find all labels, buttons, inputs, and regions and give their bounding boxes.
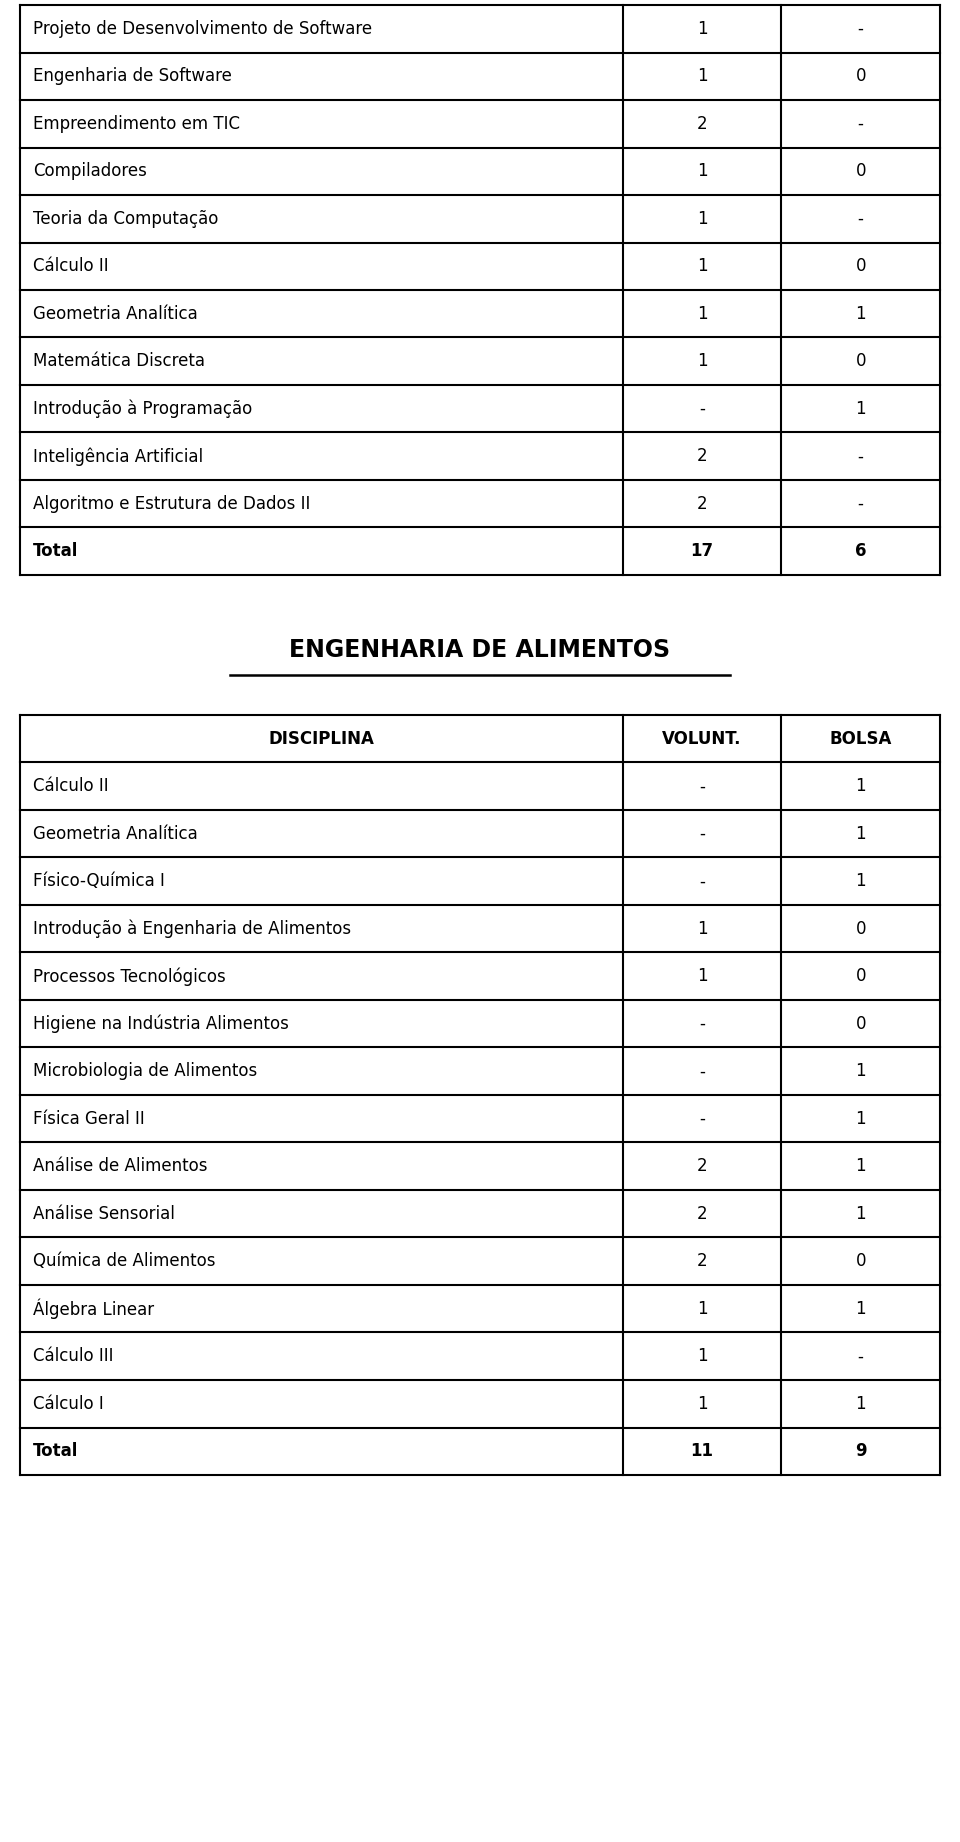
Text: Geometria Analítica: Geometria Analítica <box>33 304 198 322</box>
Text: Álgebra Linear: Álgebra Linear <box>33 1299 155 1319</box>
Text: Físico-Química I: Físico-Química I <box>33 873 165 890</box>
Text: -: - <box>699 1015 705 1033</box>
Text: 11: 11 <box>690 1442 713 1461</box>
Text: 0: 0 <box>855 1253 866 1271</box>
Bar <box>20 6 940 575</box>
Text: 1: 1 <box>697 68 708 85</box>
Text: Empreendimento em TIC: Empreendimento em TIC <box>33 114 240 133</box>
Text: Matemática Discreta: Matemática Discreta <box>33 352 205 370</box>
Text: 1: 1 <box>697 162 708 181</box>
Text: 0: 0 <box>855 967 866 985</box>
Text: -: - <box>857 495 864 512</box>
Text: 9: 9 <box>854 1442 867 1461</box>
Text: 1: 1 <box>855 1394 866 1413</box>
Text: Introdução à Programação: Introdução à Programação <box>33 400 252 418</box>
Text: 1: 1 <box>855 873 866 890</box>
Text: 1: 1 <box>855 1205 866 1223</box>
Text: Teoria da Computação: Teoria da Computação <box>33 210 218 228</box>
Text: 6: 6 <box>855 542 867 560</box>
Text: 1: 1 <box>855 1063 866 1079</box>
Text: Processos Tecnológicos: Processos Tecnológicos <box>33 967 226 985</box>
Text: 2: 2 <box>697 114 708 133</box>
Text: 1: 1 <box>697 304 708 322</box>
Bar <box>20 715 940 1475</box>
Text: 1: 1 <box>855 777 866 796</box>
Text: VOLUNT.: VOLUNT. <box>662 729 742 748</box>
Text: 1: 1 <box>855 400 866 418</box>
Text: 2: 2 <box>697 448 708 466</box>
Text: BOLSA: BOLSA <box>829 729 892 748</box>
Text: 1: 1 <box>697 20 708 37</box>
Text: -: - <box>857 448 864 466</box>
Text: 1: 1 <box>697 210 708 228</box>
Text: 1: 1 <box>697 1347 708 1365</box>
Text: 0: 0 <box>855 162 866 181</box>
Text: Microbiologia de Alimentos: Microbiologia de Alimentos <box>33 1063 257 1079</box>
Text: -: - <box>699 825 705 844</box>
Text: 0: 0 <box>855 68 866 85</box>
Text: Total: Total <box>33 1442 79 1461</box>
Text: 0: 0 <box>855 1015 866 1033</box>
Text: -: - <box>857 210 864 228</box>
Text: Cálculo I: Cálculo I <box>33 1394 104 1413</box>
Text: -: - <box>699 777 705 796</box>
Text: Análise Sensorial: Análise Sensorial <box>33 1205 175 1223</box>
Text: Compiladores: Compiladores <box>33 162 147 181</box>
Text: 1: 1 <box>697 967 708 985</box>
Text: -: - <box>857 114 864 133</box>
Text: Higiene na Indústria Alimentos: Higiene na Indústria Alimentos <box>33 1015 289 1033</box>
Text: Engenharia de Software: Engenharia de Software <box>33 68 232 85</box>
Text: -: - <box>699 873 705 890</box>
Text: 1: 1 <box>697 919 708 938</box>
Text: 1: 1 <box>855 1109 866 1127</box>
Text: -: - <box>699 1063 705 1079</box>
Text: Química de Alimentos: Química de Alimentos <box>33 1253 215 1271</box>
Text: 1: 1 <box>697 1300 708 1317</box>
Text: 1: 1 <box>697 258 708 274</box>
Text: Inteligência Artificial: Inteligência Artificial <box>33 448 204 466</box>
Text: 2: 2 <box>697 495 708 512</box>
Text: 1: 1 <box>697 352 708 370</box>
Text: Cálculo II: Cálculo II <box>33 258 108 274</box>
Text: Física Geral II: Física Geral II <box>33 1109 145 1127</box>
Text: 0: 0 <box>855 352 866 370</box>
Text: -: - <box>857 1347 864 1365</box>
Text: 1: 1 <box>697 1394 708 1413</box>
Text: Cálculo II: Cálculo II <box>33 777 108 796</box>
Text: 17: 17 <box>690 542 713 560</box>
Text: -: - <box>857 20 864 37</box>
Text: 0: 0 <box>855 258 866 274</box>
Text: Total: Total <box>33 542 79 560</box>
Text: Análise de Alimentos: Análise de Alimentos <box>33 1157 207 1175</box>
Text: Projeto de Desenvolvimento de Software: Projeto de Desenvolvimento de Software <box>33 20 372 37</box>
Text: Algoritmo e Estrutura de Dados II: Algoritmo e Estrutura de Dados II <box>33 495 310 512</box>
Text: DISCIPLINA: DISCIPLINA <box>269 729 374 748</box>
Text: -: - <box>699 400 705 418</box>
Text: 1: 1 <box>855 1300 866 1317</box>
Text: 2: 2 <box>697 1205 708 1223</box>
Text: 0: 0 <box>855 919 866 938</box>
Text: 1: 1 <box>855 825 866 844</box>
Text: 1: 1 <box>855 1157 866 1175</box>
Text: 2: 2 <box>697 1157 708 1175</box>
Text: 1: 1 <box>855 304 866 322</box>
Text: Geometria Analítica: Geometria Analítica <box>33 825 198 844</box>
Text: 2: 2 <box>697 1253 708 1271</box>
Text: Cálculo III: Cálculo III <box>33 1347 113 1365</box>
Text: -: - <box>699 1109 705 1127</box>
Text: Introdução à Engenharia de Alimentos: Introdução à Engenharia de Alimentos <box>33 919 351 938</box>
Text: ENGENHARIA DE ALIMENTOS: ENGENHARIA DE ALIMENTOS <box>289 637 671 661</box>
